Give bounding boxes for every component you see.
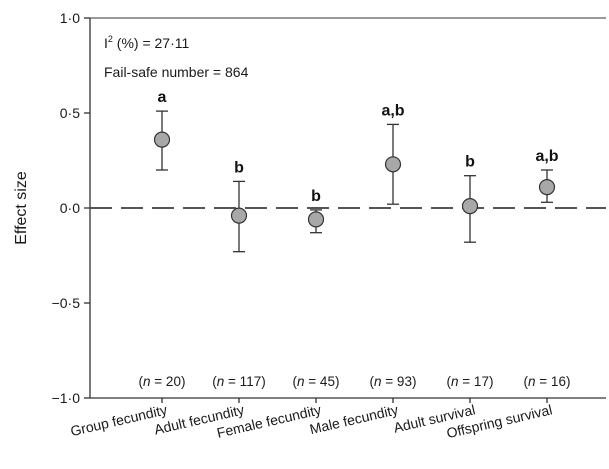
i2-stat: I2 (%) = 27·11 [104, 34, 190, 51]
data-point [461, 198, 479, 215]
significance-letter: b [234, 159, 244, 176]
x-tick-label: Group fecundity [69, 401, 169, 439]
data-point [384, 156, 402, 173]
x-tick-label: Male fecundity [308, 401, 400, 437]
sample-size-label: (n = 20) [139, 374, 186, 389]
significance-letter: a,b [535, 148, 558, 165]
i2-superscript: 2 [108, 34, 113, 44]
data-point [153, 131, 171, 148]
y-tick-label: −0·5 [52, 295, 81, 311]
data-point [307, 211, 325, 228]
i2-value: (%) = 27·11 [113, 35, 190, 51]
y-tick-label: 0·0 [60, 200, 80, 216]
y-tick-label: 0·5 [60, 105, 80, 121]
significance-letter: b [311, 188, 321, 205]
failsafe-stat: Fail-safe number = 864 [104, 64, 249, 80]
significance-letter: b [465, 154, 475, 171]
data-point [538, 179, 556, 196]
y-tick-label: 1·0 [60, 10, 80, 26]
y-ticks: 1·0 0·5 0·0 −0·5 −1·0 [52, 10, 90, 406]
sample-size-label: (n = 93) [370, 374, 417, 389]
significance-letter: a [158, 89, 167, 106]
sample-size-label: (n = 16) [524, 374, 571, 389]
significance-letter: a,b [381, 102, 404, 119]
sample-size-label: (n = 45) [293, 374, 340, 389]
i2-prefix: I [104, 35, 108, 51]
sample-size-label: (n = 117) [212, 374, 265, 389]
y-tick-label: −1·0 [52, 390, 81, 406]
data-point [230, 207, 248, 224]
sample-size-label: (n = 17) [447, 374, 494, 389]
data-marks: a (n = 20) b (n = 117) b (n = 45) a,b (n = 93) b… [139, 89, 571, 389]
y-axis-label: Effect size [13, 171, 30, 245]
